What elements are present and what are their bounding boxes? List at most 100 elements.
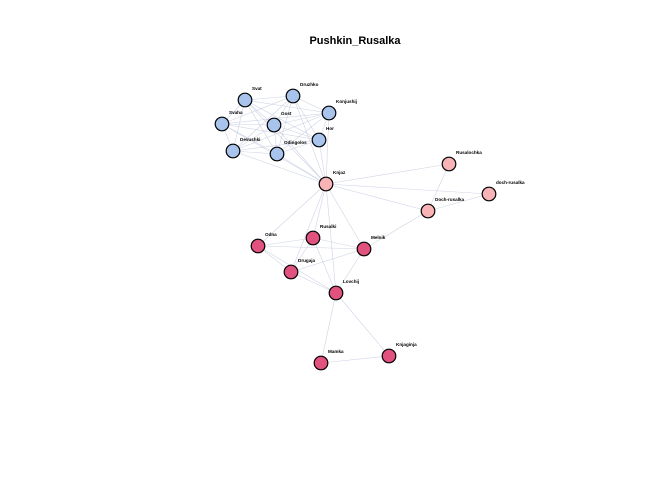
node-label: Konjushij	[336, 99, 357, 104]
edge-melnik-drugaja	[290, 248, 365, 273]
node-circle	[305, 230, 321, 246]
node-label: Knjaginja	[396, 342, 417, 347]
edge-gost-devushki	[232, 124, 275, 152]
node-gost: Gost	[266, 111, 292, 133]
node-circle	[283, 264, 299, 280]
edge-doch-rusalka-melnik	[363, 210, 429, 250]
edge-odna-rusalki	[257, 237, 314, 247]
node-hor: Hor	[311, 126, 334, 148]
edge-odna-melnik	[257, 245, 365, 250]
node-devushki: Devushki	[225, 137, 260, 159]
node-label: Doch-rusalka	[435, 197, 465, 202]
edge-druzhko-svaha	[221, 95, 294, 125]
node-circle	[441, 156, 457, 172]
edge-svaha-gost	[221, 123, 275, 126]
node-label: Devushki	[240, 137, 260, 142]
edge-konjushij-devushki	[232, 112, 330, 152]
node-svat: Svat	[237, 86, 262, 108]
node-circle	[237, 92, 253, 108]
node-circle	[328, 285, 344, 301]
node-circle	[250, 238, 266, 254]
node-mamka: Mamka	[313, 349, 344, 371]
edge-svat-devushki	[232, 99, 246, 152]
edge-knjaz-doch-rusalka	[325, 183, 429, 212]
edge-knjaz-drugaja	[290, 183, 327, 273]
node-circle	[321, 105, 337, 121]
node-knjaginja: Knjaginja	[381, 342, 417, 364]
edge-druzhko-devushki	[232, 95, 294, 152]
edge-konjushij-gost	[273, 112, 330, 126]
node-circle	[481, 186, 497, 202]
edge-gost-hor	[273, 124, 320, 141]
node-label: Svaha	[229, 110, 243, 115]
node-circle	[318, 176, 334, 192]
edge-konjushij-knjaz	[325, 112, 330, 185]
node-label: Odna	[265, 232, 277, 237]
edge-rusalki-melnik	[312, 237, 365, 250]
node-druzhko: Druzhko	[285, 82, 319, 104]
node-circle	[381, 348, 397, 364]
edge-rusalki-lovchij	[312, 237, 337, 294]
node-circle	[225, 143, 241, 159]
node-rusalki: Rusalki	[305, 224, 336, 246]
node-label: Druzhko	[300, 82, 319, 87]
edge-konjushij-odingolos	[276, 112, 330, 155]
node-drugaja: Drugaja	[283, 258, 316, 280]
node-lovchij: Lovchij	[328, 279, 359, 301]
edge-melnik-lovchij	[335, 248, 365, 294]
node-doch-rusalka: Doch-rusalka	[420, 197, 465, 219]
node-knjaz: Knjaz	[318, 170, 346, 192]
node-circle	[214, 116, 230, 132]
edge-druzhko-odingolos	[276, 95, 294, 155]
node-odna: Odna	[250, 232, 277, 254]
edge-knjaz-odna	[257, 183, 327, 247]
edge-lovchij-knjaginja	[335, 292, 390, 357]
edge-knjaz-melnik	[325, 183, 365, 250]
edge-odingolos-knjaz	[276, 153, 327, 185]
edge-mamka-knjaginja	[320, 355, 390, 364]
node-circle	[311, 132, 327, 148]
edge-svat-knjaz	[244, 99, 327, 185]
node-circle	[266, 117, 282, 133]
node-odingolos: Odingolos	[269, 140, 307, 162]
node-svaha: Svaha	[214, 110, 243, 132]
node-circle	[269, 146, 285, 162]
edge-druzhko-knjaz	[292, 95, 327, 185]
edge-svaha-hor	[221, 123, 320, 141]
edge-doch-rusalka-doch-rusalka	[427, 193, 490, 212]
node-label: doch-rusalka	[496, 180, 525, 185]
node-label: Lovchij	[343, 279, 359, 284]
edge-svat-odingolos	[244, 99, 278, 155]
edge-knjaz-rusalki	[312, 183, 327, 239]
node-label: Rusalki	[320, 224, 336, 229]
node-label: Gost	[281, 111, 292, 116]
edge-hor-devushki	[232, 139, 320, 152]
node-label: Svat	[252, 86, 262, 91]
edge-rusalochka-doch-rusalka	[427, 163, 450, 212]
edge-devushki-knjaz	[232, 150, 327, 185]
edge-svat-konjushij	[244, 99, 330, 114]
node-layer: Svat Druzhko Konjushij Svaha Gost Hor Devushki…	[214, 82, 525, 371]
edge-gost-knjaz	[273, 124, 327, 185]
node-label: Hor	[326, 126, 334, 131]
node-circle	[285, 88, 301, 104]
node-label: Mamka	[328, 349, 344, 354]
node-rusalochka: Rusalochka	[441, 150, 482, 172]
edge-layer	[221, 95, 490, 364]
node-label: Knjaz	[333, 170, 346, 175]
node-circle	[420, 203, 436, 219]
node-label: Melnik	[371, 235, 386, 240]
edge-lovchij-mamka	[320, 292, 337, 364]
node-melnik: Melnik	[356, 235, 386, 257]
node-konjushij: Konjushij	[321, 99, 357, 121]
node-circle	[356, 241, 372, 257]
edge-hor-knjaz	[318, 139, 327, 185]
node-doch-rusalka: doch-rusalka	[481, 180, 525, 202]
node-label: Drugaja	[298, 258, 316, 263]
node-circle	[313, 355, 329, 371]
edge-knjaz-rusalochka	[325, 163, 450, 185]
edge-knjaz-lovchij	[325, 183, 337, 294]
edge-svat-druzhko	[244, 95, 294, 101]
diagram-title: Pushkin_Rusalka	[309, 35, 401, 47]
